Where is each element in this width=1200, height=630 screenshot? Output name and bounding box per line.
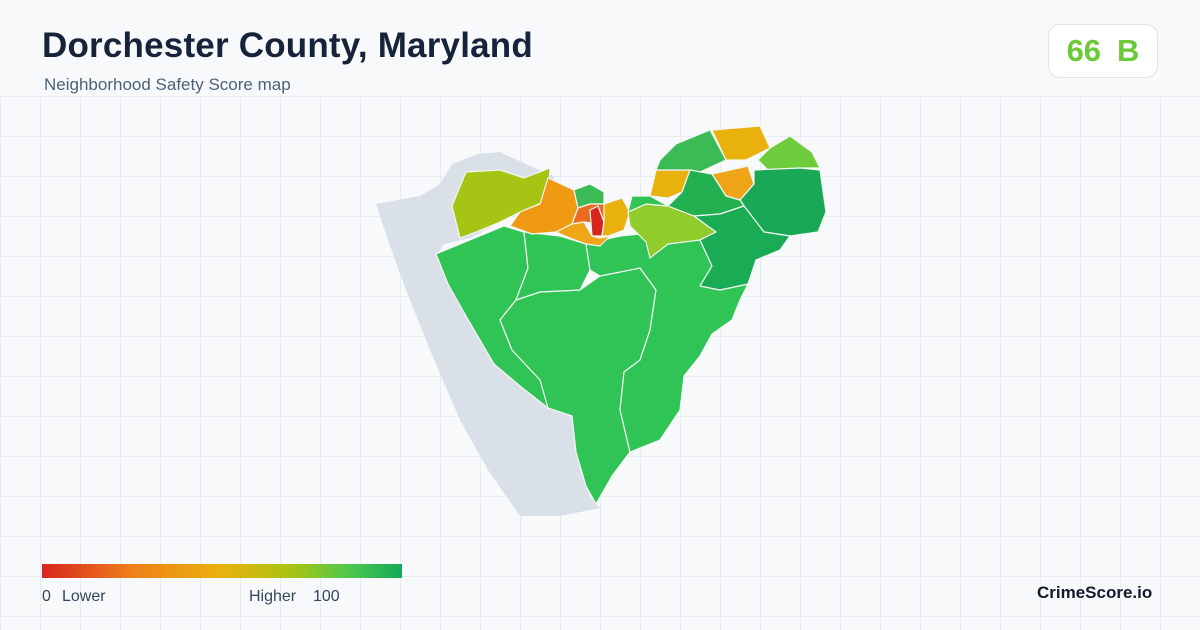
region-east-central[interactable] [693,205,791,291]
brand-logo-text[interactable]: CrimeScore.io [1037,583,1153,602]
score-grade: B [1117,33,1140,68]
page-subtitle: Neighborhood Safety Score map [44,75,291,94]
legend-high-label: Higher [249,588,297,605]
header-band [0,0,1200,97]
region-east-south[interactable] [627,195,669,213]
region-cambridge-east[interactable] [601,197,631,237]
legend-color-bar [42,564,402,578]
region-north-east[interactable] [757,135,821,171]
region-north-west[interactable] [655,129,727,173]
legend-low-label: Lower [62,588,106,605]
water-area [376,152,600,516]
score-value: 66 [1066,33,1102,68]
page-title: Dorchester County, Maryland [42,26,533,65]
legend-min-value: 0 [42,588,51,605]
safety-score-badge: 66 B [1048,24,1158,78]
region-central[interactable] [515,231,591,301]
legend-max-value: 100 [313,588,340,605]
region-cambridge-bay[interactable] [555,221,611,247]
